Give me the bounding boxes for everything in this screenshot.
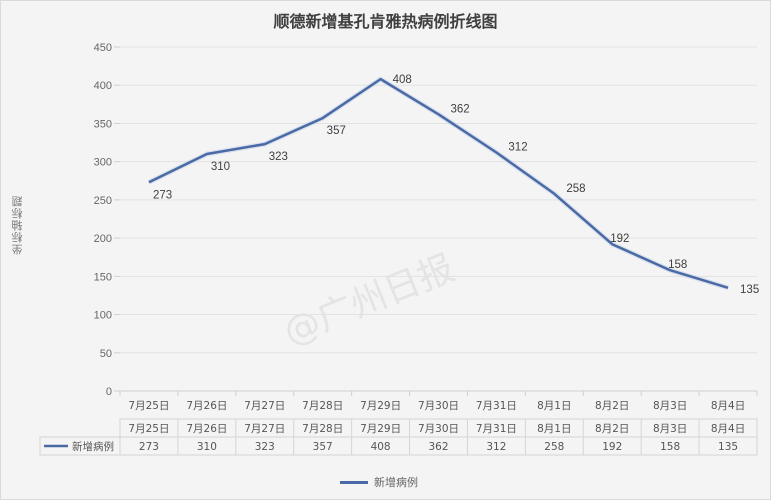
x-tick-label: 7月28日 <box>302 400 343 412</box>
data-label: 192 <box>610 233 629 245</box>
y-tick-label: 150 <box>94 271 112 283</box>
x-tick-label: 8月4日 <box>711 400 745 412</box>
data-label: 258 <box>566 183 585 195</box>
table-header-cell: 8月1日 <box>537 423 571 435</box>
table-header-cell: 7月26日 <box>186 423 227 435</box>
table-cell: 408 <box>371 441 391 453</box>
y-tick-label: 350 <box>94 118 112 130</box>
data-label: 273 <box>153 189 172 201</box>
table-series-label: 新增病例 <box>72 440 114 453</box>
data-label: 323 <box>269 151 288 163</box>
table-cell: 312 <box>486 441 506 453</box>
table-header-cell: 8月2日 <box>595 423 629 435</box>
data-label: 408 <box>393 74 412 86</box>
data-label: 135 <box>740 284 759 296</box>
table-cell: 362 <box>428 441 448 453</box>
watermark: @广州日报 <box>278 248 460 353</box>
x-tick-label: 7月30日 <box>418 400 459 412</box>
table-cell: 323 <box>255 441 275 453</box>
chart-title: 顺德新增基孔肯雅热病例折线图 <box>273 12 498 31</box>
legend-line-icon <box>340 480 368 484</box>
y-tick-label: 250 <box>94 195 112 207</box>
x-tick-label: 7月27日 <box>244 400 285 412</box>
y-tick-label: 450 <box>94 42 112 54</box>
x-tick-label: 7月29日 <box>360 400 401 412</box>
table-cell: 135 <box>718 441 738 453</box>
table-cell: 273 <box>139 441 159 453</box>
table-header-cell: 7月28日 <box>302 423 343 435</box>
table-header-cell: 7月30日 <box>418 423 459 435</box>
table-cell: 357 <box>313 441 333 453</box>
x-tick-label: 8月2日 <box>595 400 629 412</box>
table-cell: 310 <box>197 441 217 453</box>
table-header-cell: 7月25日 <box>128 423 169 435</box>
table-cell: 158 <box>660 441 680 453</box>
legend: 新增病例 <box>340 474 418 490</box>
table-header-cell: 7月31日 <box>476 423 517 435</box>
table-cell: 192 <box>602 441 622 453</box>
legend-label: 新增病例 <box>374 476 418 489</box>
y-tick-label: 0 <box>106 386 112 398</box>
x-tick-label: 7月31日 <box>476 400 517 412</box>
table-cell: 258 <box>544 441 564 453</box>
data-label: 362 <box>451 103 470 115</box>
data-label: 310 <box>211 161 230 173</box>
y-tick-label: 300 <box>94 157 112 169</box>
table-header-cell: 7月29日 <box>360 423 401 435</box>
y-tick-label: 50 <box>100 348 112 360</box>
table-header-cell: 7月27日 <box>244 423 285 435</box>
x-tick-label: 7月26日 <box>186 400 227 412</box>
y-tick-label: 100 <box>94 310 112 322</box>
table-header-cell: 8月3日 <box>653 423 687 435</box>
y-tick-label: 200 <box>94 233 112 245</box>
data-label: 357 <box>327 125 346 137</box>
data-label: 158 <box>668 259 687 271</box>
series-line <box>148 77 729 289</box>
x-tick-label: 7月25日 <box>128 400 169 412</box>
table-header-cell: 8月4日 <box>711 423 745 435</box>
y-tick-label: 400 <box>94 80 112 92</box>
x-tick-label: 8月1日 <box>537 400 571 412</box>
data-label: 312 <box>508 141 527 153</box>
x-tick-label: 8月3日 <box>653 400 687 412</box>
